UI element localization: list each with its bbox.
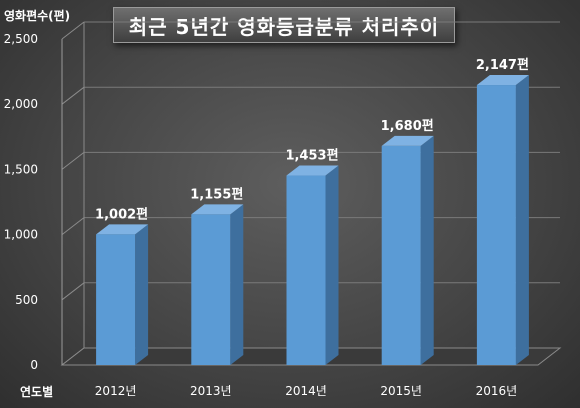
- bar-data-label: 1,002편: [95, 206, 148, 222]
- y-tick-label: 500: [15, 293, 38, 307]
- x-tick-label: 2014년: [285, 384, 327, 398]
- grid-diagonal: [61, 282, 85, 301]
- y-tick-label: 0: [30, 358, 38, 372]
- bar: [476, 85, 516, 366]
- bar: [286, 175, 326, 365]
- label-layer: 1,002편 2012년 1,155편 2013년 1,453편 2014년 1,680편 2…: [95, 57, 529, 398]
- grid-diagonal: [61, 21, 85, 40]
- bar: [381, 145, 421, 365]
- bar-data-label: 2,147편: [476, 57, 529, 73]
- bar-side: [230, 204, 244, 365]
- y-tick-label: 2,000: [4, 97, 38, 111]
- x-tick-label: 2013년: [190, 384, 232, 398]
- axis-layer: 0 500 1,000 1,500 2,000 2,500: [4, 22, 85, 372]
- bar-top: [286, 165, 339, 176]
- x-tick-label: 2016년: [476, 384, 518, 398]
- bar-layer: [96, 75, 529, 366]
- bar-data-label: 1,453편: [285, 148, 338, 164]
- chart-title: 최근 5년간 영화등급분류 처리추이: [113, 7, 455, 43]
- grid-diagonal: [61, 86, 85, 105]
- bar-top: [476, 75, 529, 86]
- x-tick-label: 2015년: [380, 384, 422, 398]
- bar-side: [420, 135, 434, 365]
- y-tick-label: 1,000: [4, 228, 38, 242]
- bar-side: [515, 75, 529, 366]
- bar-side: [325, 165, 339, 365]
- bar: [96, 234, 136, 365]
- bar: [191, 214, 231, 365]
- bar-top: [96, 224, 149, 235]
- x-tick-label: 2012년: [95, 384, 137, 398]
- grid-diagonal: [61, 152, 85, 170]
- y-axis-label: 영화편수(편): [4, 8, 70, 23]
- bar-side: [135, 224, 149, 365]
- y-tick-label: 2,500: [4, 32, 38, 46]
- bar-data-label: 1,155편: [190, 186, 243, 202]
- bar-top: [191, 204, 244, 215]
- x-axis-label: 연도별: [20, 384, 53, 399]
- bar-top: [381, 135, 434, 146]
- bar-data-label: 1,680편: [381, 118, 434, 134]
- y-tick-label: 1,500: [4, 162, 38, 176]
- grid-diagonal: [61, 217, 85, 235]
